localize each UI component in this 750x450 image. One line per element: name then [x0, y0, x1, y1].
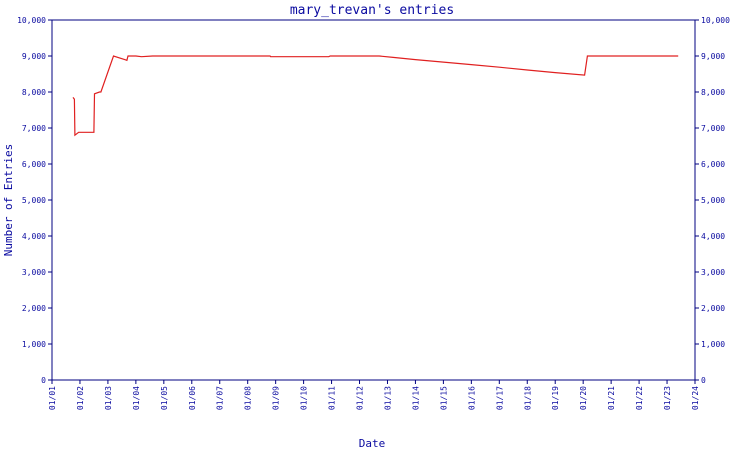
y-tick-label-left: 10,000: [17, 16, 46, 25]
x-tick-label: 01/03: [104, 386, 113, 410]
y-tick-label-right: 9,000: [701, 52, 725, 61]
y-tick-label-left: 0: [41, 376, 46, 385]
x-tick-label: 01/08: [244, 386, 253, 410]
x-tick-label: 01/04: [132, 386, 141, 410]
x-axis-label: Date: [359, 437, 386, 450]
x-tick-label: 01/11: [328, 386, 337, 410]
y-tick-label-right: 7,000: [701, 124, 725, 133]
x-tick-label: 01/16: [467, 386, 476, 410]
x-tick-label: 01/07: [216, 386, 225, 410]
x-tick-label: 01/20: [579, 386, 588, 410]
x-tick-label: 01/12: [356, 386, 365, 410]
plot-area: 0 0 1,000 1,000 2,000 2,000 3,000 3,000 4,000 4,0…: [17, 16, 730, 410]
x-tick-label: 01/21: [607, 386, 616, 410]
y-tick-label-right: 5,000: [701, 196, 725, 205]
x-tick-label: 01/10: [300, 386, 309, 410]
y-tick-label-right: 0: [701, 376, 706, 385]
y-tick-label-left: 7,000: [22, 124, 46, 133]
x-tick-label: 01/24: [691, 386, 700, 410]
y-tick-label-left: 9,000: [22, 52, 46, 61]
y-tick-label-right: 4,000: [701, 232, 725, 241]
y-tick-label-left: 2,000: [22, 304, 46, 313]
y-tick-label-left: 6,000: [22, 160, 46, 169]
x-tick-label: 01/01: [48, 386, 57, 410]
chart-title: mary_trevan's entries: [290, 3, 454, 18]
plot-frame: [51, 19, 696, 381]
y-tick-label-left: 1,000: [22, 340, 46, 349]
x-tick-label: 01/17: [495, 386, 504, 410]
x-tick-label: 01/19: [551, 386, 560, 410]
y-tick-label-right: 3,000: [701, 268, 725, 277]
series-line: [72, 55, 679, 137]
y-tick-label-right: 10,000: [701, 16, 730, 25]
y-tick-label-right: 2,000: [701, 304, 725, 313]
y-tick-label-left: 3,000: [22, 268, 46, 277]
y-tick-label-left: 4,000: [22, 232, 46, 241]
x-tick-label: 01/18: [523, 386, 532, 410]
y-tick-label-left: 8,000: [22, 88, 46, 97]
y-tick-label-right: 8,000: [701, 88, 725, 97]
x-tick-label: 01/05: [160, 386, 169, 410]
x-tick-label: 01/23: [663, 386, 672, 410]
y-tick-label-left: 5,000: [22, 196, 46, 205]
x-tick-label: 01/22: [635, 386, 644, 410]
x-tick-label: 01/13: [383, 386, 392, 410]
x-tick-label: 01/02: [76, 386, 85, 410]
y-axis-label: Number of Entries: [2, 144, 15, 257]
y-tick-label-right: 6,000: [701, 160, 725, 169]
y-tick-label-right: 1,000: [701, 340, 725, 349]
x-tick-label: 01/06: [188, 386, 197, 410]
x-tick-label: 01/15: [439, 386, 448, 410]
x-tick-label: 01/09: [272, 386, 281, 410]
x-tick-label: 01/14: [411, 386, 420, 410]
